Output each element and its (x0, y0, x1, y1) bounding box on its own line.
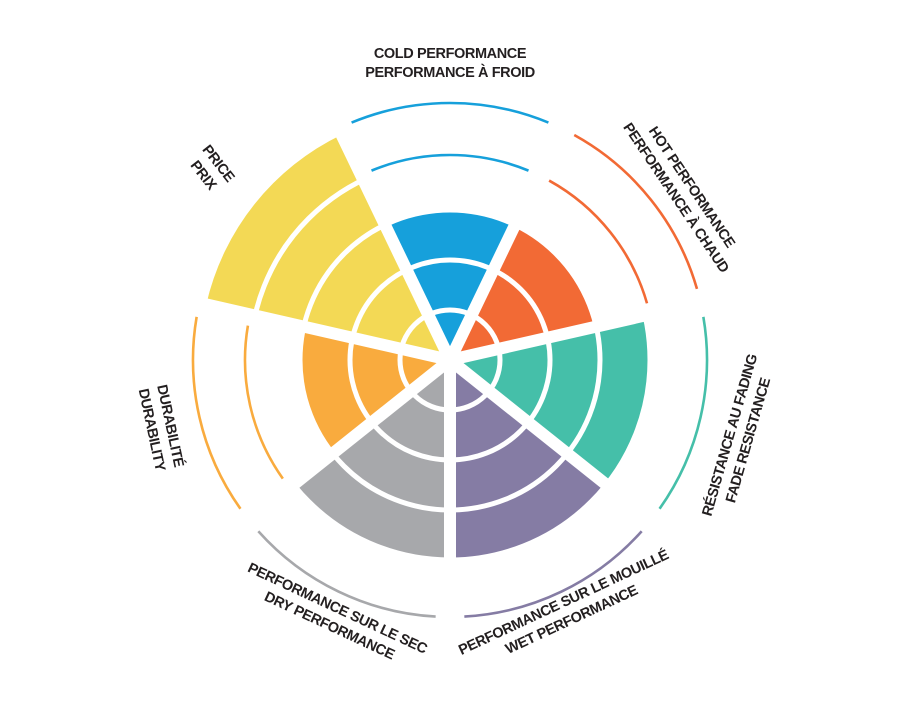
segment-gap-0 (314, 87, 456, 363)
wedge-0 (384, 210, 516, 360)
segment-gap-1 (444, 87, 586, 363)
segment-gap-2 (448, 287, 744, 366)
guide-arc-1-4 (548, 179, 649, 304)
guide-arc-4-5 (257, 530, 436, 618)
guide-arc-0-4 (371, 153, 529, 172)
wedge-6 (206, 134, 450, 360)
guide-arc-5-5 (191, 316, 242, 510)
label-cold: COLD PERFORMANCE PERFORMANCE À FROID (365, 46, 535, 81)
guide-arc-0-5 (351, 101, 549, 124)
wedge-3 (450, 360, 607, 560)
guide-arc-1-5 (573, 133, 699, 290)
guide-arc-3-5 (464, 530, 643, 618)
segment-gap-5 (211, 355, 454, 552)
wedge-4 (293, 360, 450, 560)
wedge-5 (299, 326, 450, 454)
segment-gap-6 (156, 287, 452, 366)
segment-gap-3 (446, 355, 689, 552)
guide-arc-2-5 (658, 316, 709, 510)
guide-arc-5-4 (243, 325, 284, 480)
